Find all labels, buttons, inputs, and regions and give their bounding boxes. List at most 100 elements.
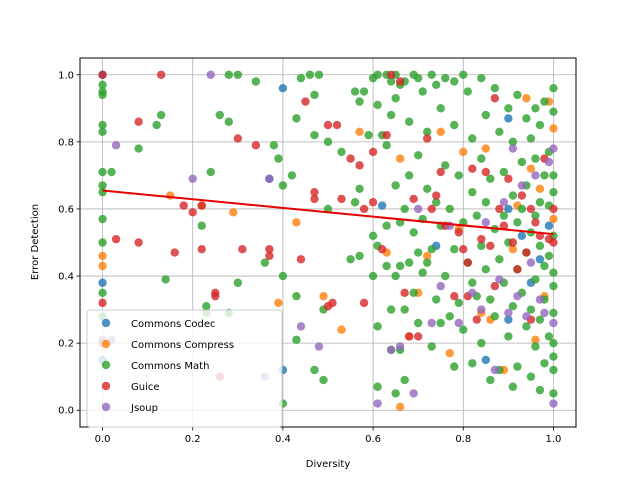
data-point <box>472 211 481 220</box>
data-point <box>319 375 328 385</box>
data-point <box>197 221 206 230</box>
data-point <box>409 194 418 204</box>
legend-marker <box>101 381 111 391</box>
data-point <box>373 322 382 331</box>
legend-marker <box>101 360 111 370</box>
y-axis-ticks: 0.0 0.2 0.4 0.6 0.8 1.0 <box>58 70 80 417</box>
data-point <box>535 385 545 395</box>
data-point <box>337 147 346 157</box>
data-point <box>265 251 274 261</box>
data-point <box>98 90 107 100</box>
data-point <box>404 258 414 267</box>
data-point <box>549 352 558 361</box>
data-point <box>400 375 409 385</box>
data-point <box>517 157 527 167</box>
data-point <box>265 245 274 254</box>
data-point <box>386 77 396 86</box>
data-point <box>395 402 405 412</box>
data-point <box>441 73 450 83</box>
data-point <box>292 114 301 123</box>
data-point <box>373 100 382 110</box>
data-point <box>323 120 333 130</box>
data-point <box>535 295 545 304</box>
data-point <box>98 288 107 298</box>
data-point <box>404 332 414 341</box>
data-point <box>156 110 166 120</box>
data-point <box>346 154 355 163</box>
data-point <box>432 191 441 200</box>
data-point <box>445 349 454 358</box>
data-point <box>233 134 243 143</box>
data-point <box>450 245 459 254</box>
data-point <box>395 261 405 271</box>
data-point <box>368 198 378 207</box>
data-point <box>409 389 418 398</box>
data-point <box>468 187 477 197</box>
data-point <box>98 261 107 271</box>
data-point <box>544 332 554 341</box>
data-point <box>423 258 432 267</box>
data-point <box>251 141 261 150</box>
data-point <box>450 120 459 130</box>
legend-box <box>86 309 283 428</box>
data-point <box>413 151 423 160</box>
data-point <box>549 318 558 328</box>
data-point <box>481 144 491 153</box>
legend-label: Commons Math <box>131 361 209 372</box>
data-point <box>535 315 545 324</box>
data-point <box>382 221 391 230</box>
data-point <box>391 389 400 398</box>
data-point <box>549 399 558 408</box>
data-point <box>549 214 558 224</box>
data-point <box>314 342 324 351</box>
data-point <box>477 154 486 163</box>
data-point <box>540 308 549 318</box>
data-point <box>98 214 107 224</box>
data-point <box>504 104 513 113</box>
data-point <box>513 291 522 301</box>
data-point <box>98 127 107 136</box>
data-point <box>486 375 495 385</box>
data-point <box>549 83 558 93</box>
data-point <box>206 167 215 177</box>
data-point <box>413 318 423 328</box>
data-point <box>549 124 558 133</box>
data-point <box>535 120 545 130</box>
data-point <box>418 268 427 277</box>
data-point <box>549 338 558 348</box>
data-point <box>368 147 378 157</box>
data-point <box>481 218 491 227</box>
data-point <box>526 134 536 143</box>
data-point <box>508 191 518 200</box>
data-point <box>517 191 527 200</box>
data-point <box>454 318 463 328</box>
y-tick-label: 0.8 <box>58 137 74 148</box>
data-point <box>296 322 306 331</box>
data-point <box>436 167 445 177</box>
data-point <box>134 238 143 247</box>
data-point <box>98 181 107 190</box>
data-point <box>522 312 531 321</box>
data-point <box>409 288 418 298</box>
data-point <box>477 338 486 348</box>
data-point <box>490 281 500 291</box>
data-point <box>188 208 197 217</box>
data-point <box>459 325 468 334</box>
data-point <box>98 251 107 261</box>
data-point <box>323 204 333 214</box>
data-point <box>134 117 143 126</box>
data-point <box>495 275 504 284</box>
data-point <box>486 241 495 251</box>
data-point <box>535 184 545 194</box>
data-point <box>373 382 382 391</box>
data-point <box>296 255 306 264</box>
data-point <box>504 332 513 341</box>
data-point <box>111 141 121 150</box>
data-point <box>540 171 549 180</box>
data-point <box>269 141 279 150</box>
data-point <box>111 234 121 244</box>
data-point <box>499 198 509 207</box>
data-point <box>98 70 107 79</box>
data-point <box>486 174 495 183</box>
data-point <box>355 97 364 106</box>
